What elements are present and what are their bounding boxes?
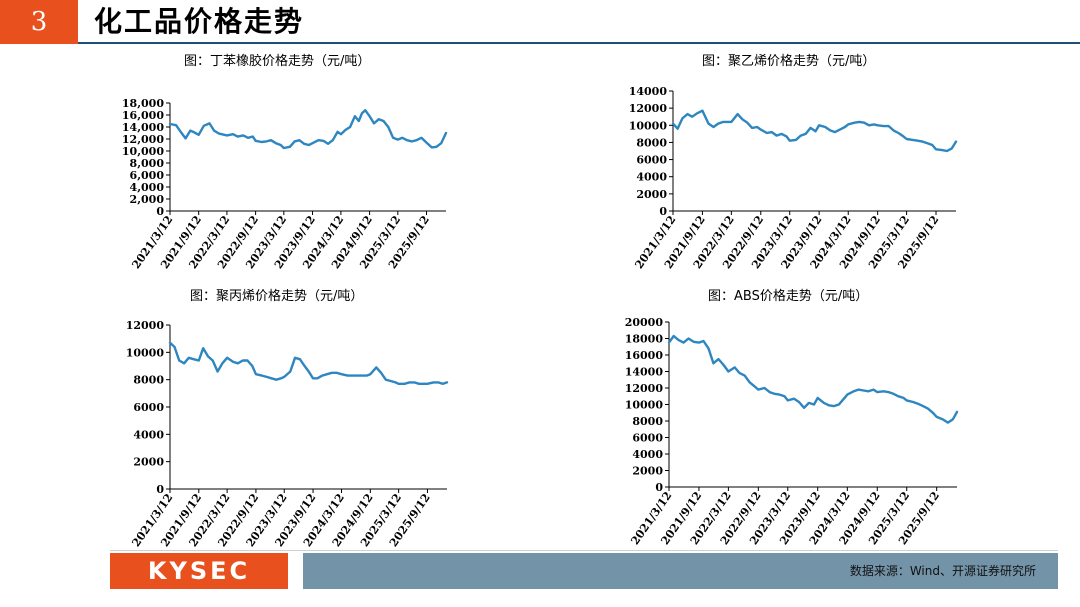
y-tick-label: 0 — [156, 483, 164, 496]
y-tick-label: 2000 — [133, 456, 164, 469]
y-tick-label: 10000 — [625, 399, 664, 412]
chart-caption-sbr: 图：丁苯橡胶价格走势（元/吨） — [184, 54, 371, 69]
y-tick-label: 2000 — [632, 465, 663, 478]
y-tick-label: 14000 — [625, 366, 664, 379]
page-number: 3 — [0, 0, 78, 44]
y-tick-label: 10000 — [629, 119, 668, 132]
y-tick-label: 12000 — [625, 382, 664, 395]
y-tick-label: 8,000 — [130, 157, 165, 170]
y-tick-label: 8000 — [632, 415, 663, 428]
y-tick-label: 4,000 — [130, 181, 165, 194]
y-tick-label: 14,000 — [122, 121, 164, 134]
y-tick-label: 18,000 — [122, 97, 164, 110]
y-tick-label: 12000 — [629, 102, 668, 115]
footer-divider — [110, 550, 1058, 551]
series-line — [168, 341, 449, 385]
y-tick-label: 4000 — [133, 428, 164, 441]
y-tick-label: 12000 — [126, 319, 165, 332]
y-tick-label: 0 — [655, 481, 663, 494]
page-title: 化工品价格走势 — [94, 5, 305, 38]
series-line — [671, 109, 958, 153]
y-tick-label: 8000 — [133, 374, 164, 387]
y-tick-label: 12,000 — [122, 133, 164, 146]
y-tick-label: 2,000 — [130, 193, 165, 206]
data-source: 数据来源：Wind、开源证券研究所 — [849, 564, 1036, 578]
kysec-logo: KYSEC — [110, 553, 288, 589]
y-tick-label: 4000 — [632, 448, 663, 461]
y-tick-label: 6000 — [636, 154, 667, 167]
logo-text: KYSEC — [147, 557, 251, 585]
series-line — [168, 108, 448, 150]
y-tick-label: 16,000 — [122, 109, 164, 122]
y-tick-label: 6000 — [632, 432, 663, 445]
y-tick-label: 10000 — [126, 346, 165, 359]
y-tick-label: 2000 — [636, 188, 667, 201]
y-tick-label: 8000 — [636, 136, 667, 149]
y-tick-label: 6,000 — [130, 169, 165, 182]
y-tick-label: 0 — [659, 205, 667, 218]
y-tick-label: 18000 — [625, 333, 664, 346]
y-tick-label: 20000 — [625, 316, 664, 329]
y-tick-label: 0 — [156, 205, 164, 218]
series-line — [667, 334, 959, 424]
y-tick-label: 10,000 — [122, 145, 164, 158]
y-tick-label: 16000 — [625, 349, 664, 362]
y-tick-label: 14000 — [629, 85, 668, 98]
y-tick-label: 4000 — [636, 171, 667, 184]
title-divider — [78, 42, 1080, 44]
chart-caption-pe: 图：聚乙烯价格走势（元/吨） — [702, 54, 876, 69]
chart-caption-abs: 图：ABS价格走势（元/吨） — [708, 289, 869, 304]
footer-bar: 数据来源：Wind、开源证券研究所 — [303, 553, 1058, 589]
chart-caption-pp: 图：聚丙烯价格走势（元/吨） — [190, 289, 364, 304]
y-tick-label: 6000 — [133, 401, 164, 414]
